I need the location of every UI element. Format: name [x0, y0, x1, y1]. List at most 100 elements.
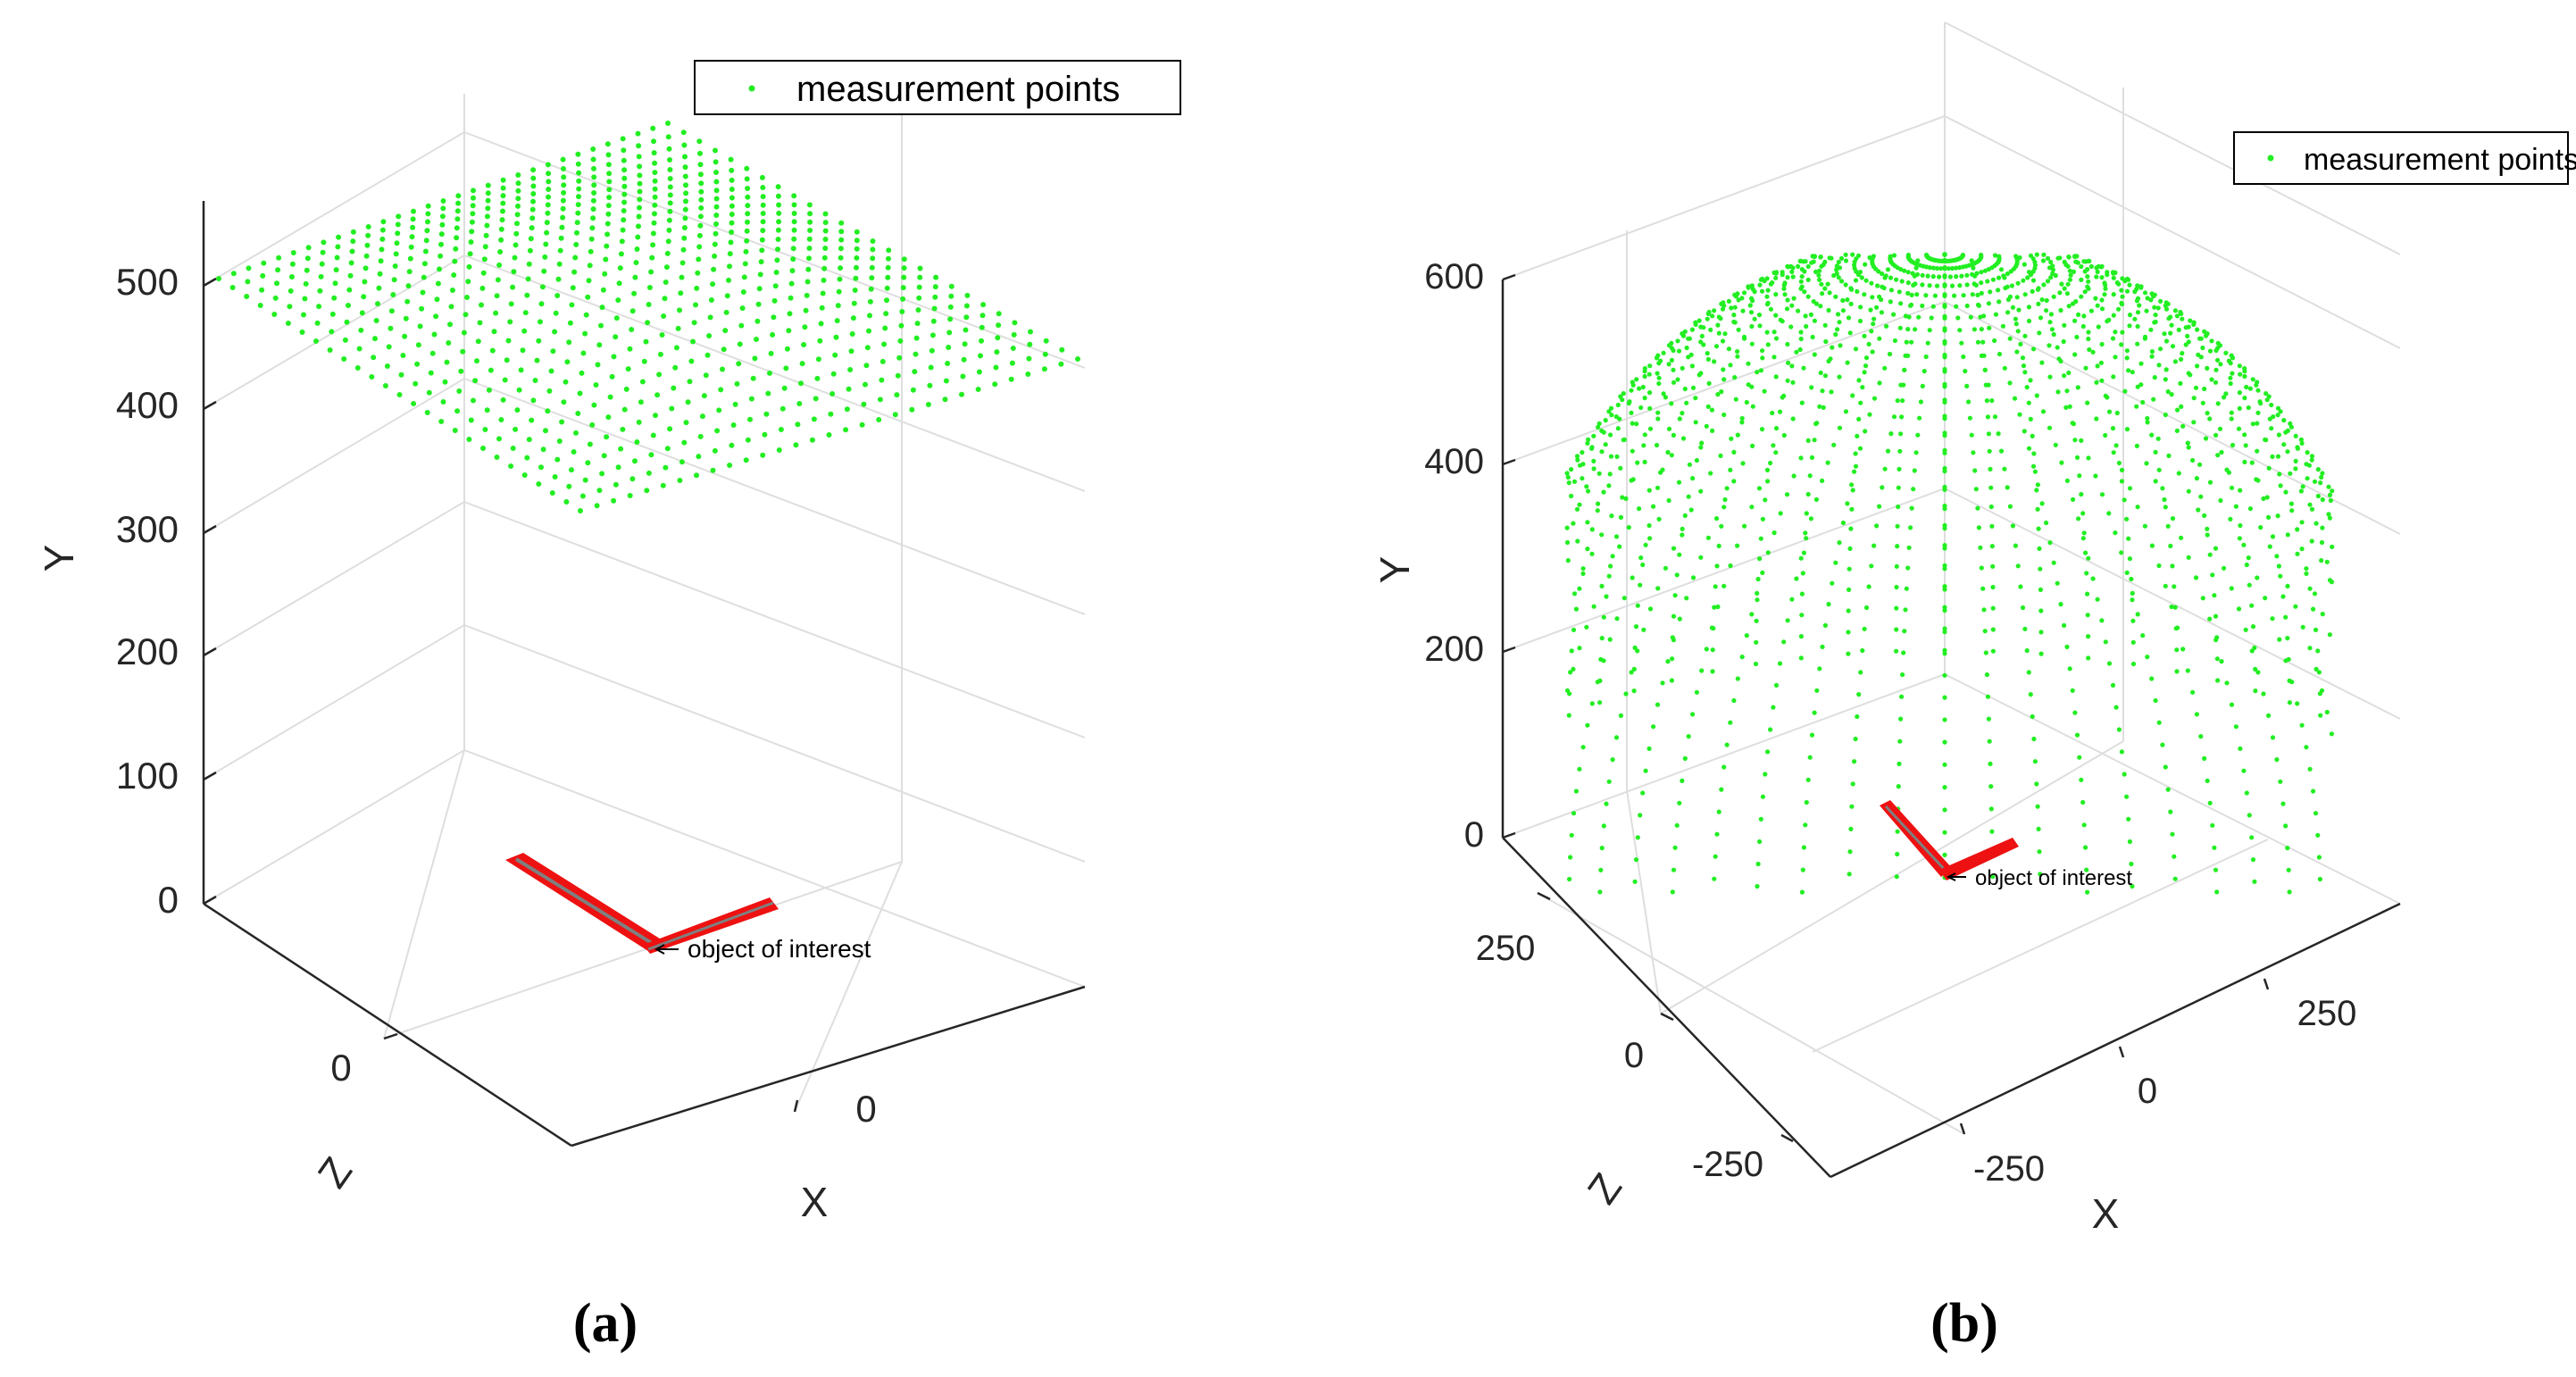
measurement-point: [1615, 426, 1621, 431]
measurement-point: [1899, 414, 1905, 420]
measurement-point: [2179, 535, 2184, 540]
measurement-point: [2088, 263, 2094, 269]
measurement-point: [788, 295, 794, 301]
measurement-point: [454, 235, 460, 241]
measurement-point: [759, 237, 765, 243]
measurement-point: [1990, 277, 1996, 282]
measurement-point: [575, 151, 581, 157]
measurement-point: [1942, 695, 1947, 700]
measurement-point: [679, 260, 686, 266]
measurement-point: [1759, 427, 1765, 432]
measurement-point: [604, 221, 611, 227]
measurement-point: [1986, 382, 1991, 388]
measurement-point: [637, 163, 643, 170]
measurement-point: [2162, 497, 2167, 503]
measurement-point: [1896, 784, 1901, 789]
measurement-point: [2051, 331, 2056, 338]
measurement-point: [716, 407, 722, 413]
measurement-point: [653, 413, 658, 419]
measurement-point: [651, 150, 657, 156]
measurement-point: [1789, 269, 1795, 274]
measurement-point: [1591, 466, 1596, 472]
measurement-point: [2275, 454, 2281, 459]
measurement-point: [776, 202, 782, 208]
measurement-point: [1871, 321, 1876, 327]
measurement-point: [1686, 355, 1691, 360]
measurement-point: [2194, 712, 2199, 717]
measurement-point: [554, 456, 561, 463]
measurement-point: [760, 219, 766, 225]
measurement-point: [1585, 440, 1590, 446]
y-tick-label: 400: [116, 384, 179, 426]
measurement-point: [2105, 395, 2110, 400]
measurement-point: [1988, 806, 1994, 812]
measurement-point: [698, 188, 704, 195]
measurement-point: [449, 288, 455, 293]
measurement-point: [1985, 694, 1990, 699]
measurement-point: [2065, 263, 2071, 269]
measurement-point: [591, 190, 597, 196]
measurement-point: [2253, 666, 2258, 672]
measurement-point: [1773, 682, 1780, 688]
measurement-point: [1591, 604, 1596, 609]
measurement-point: [472, 378, 479, 384]
measurement-point: [2160, 742, 2165, 747]
measurement-point: [1966, 399, 1972, 405]
measurement-point: [2165, 389, 2171, 395]
measurement-point: [729, 187, 735, 192]
measurement-point: [2166, 453, 2172, 458]
measurement-point: [2316, 670, 2322, 675]
measurement-point: [1578, 463, 1583, 468]
measurement-point: [791, 236, 797, 242]
panel-b-measurement-points: [1564, 252, 2335, 895]
measurement-point: [2113, 705, 2119, 710]
measurement-point: [245, 279, 251, 285]
measurement-point: [350, 238, 356, 245]
measurement-point: [1755, 590, 1760, 597]
measurement-point: [1979, 565, 1984, 571]
measurement-point: [2024, 647, 2030, 654]
measurement-point: [440, 198, 446, 204]
measurement-point: [2049, 327, 2055, 332]
measurement-point: [2155, 305, 2161, 311]
measurement-point: [1862, 333, 1867, 338]
measurement-point: [2083, 365, 2088, 371]
measurement-point: [2295, 527, 2300, 532]
measurement-point: [421, 261, 428, 267]
measurement-point: [1686, 336, 1691, 341]
measurement-point: [2183, 325, 2188, 330]
measurement-point: [2072, 438, 2078, 443]
measurement-point: [2180, 351, 2185, 356]
measurement-point: [2252, 879, 2257, 884]
measurement-point: [588, 248, 594, 255]
measurement-point: [485, 182, 491, 188]
measurement-point: [369, 374, 375, 380]
measurement-point: [1041, 366, 1047, 372]
measurement-point: [1846, 630, 1851, 635]
measurement-point: [1571, 479, 1578, 484]
measurement-point: [2095, 363, 2100, 369]
measurement-point: [1799, 591, 1805, 597]
measurement-point: [667, 200, 673, 206]
measurement-point: [593, 382, 599, 388]
measurement-point: [2103, 432, 2108, 438]
measurement-point: [372, 336, 378, 342]
measurement-point: [844, 406, 850, 413]
measurement-point: [1955, 315, 1961, 321]
measurement-point: [2035, 482, 2040, 488]
measurement-point: [697, 162, 704, 168]
measurement-point: [1008, 376, 1014, 382]
measurement-point: [650, 125, 656, 131]
measurement-point: [687, 379, 693, 385]
measurement-point: [530, 175, 537, 181]
measurement-point: [804, 279, 811, 285]
measurement-point: [1642, 459, 1647, 465]
measurement-point: [2022, 292, 2028, 297]
measurement-point: [1875, 283, 1880, 288]
measurement-point: [1715, 322, 1721, 328]
measurement-point: [2229, 702, 2235, 707]
measurement-point: [1997, 254, 2002, 259]
measurement-point: [1635, 648, 1640, 654]
measurement-point: [2299, 547, 2305, 552]
measurement-point: [2135, 310, 2141, 315]
